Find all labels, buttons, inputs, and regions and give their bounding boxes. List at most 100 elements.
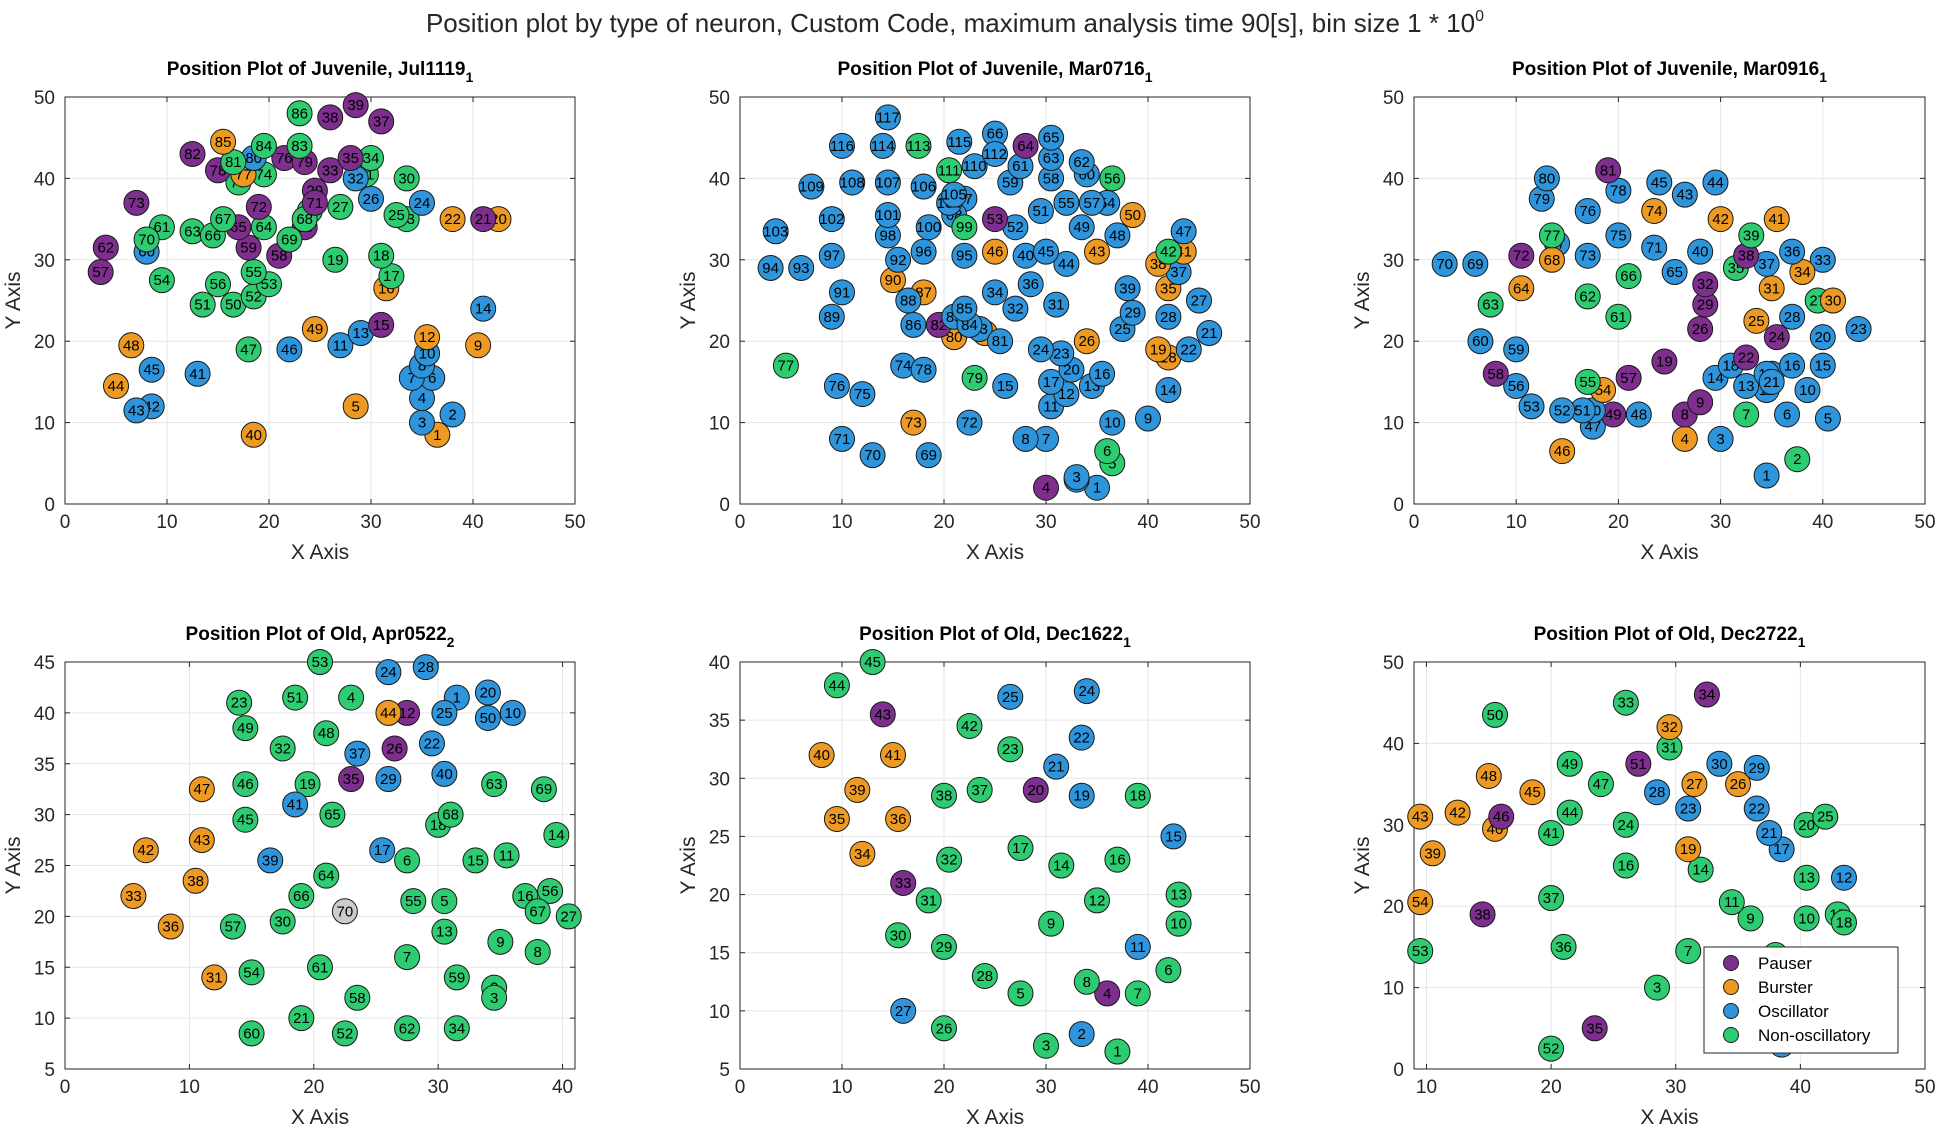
point-marker[interactable] [956, 712, 983, 739]
point-marker[interactable] [1007, 980, 1034, 1007]
point-marker[interactable] [1477, 291, 1504, 318]
point-marker[interactable] [859, 649, 886, 675]
point-marker[interactable] [915, 887, 942, 914]
point-marker[interactable] [1595, 157, 1622, 184]
point-marker[interactable] [885, 922, 912, 949]
point-marker[interactable] [1124, 782, 1151, 809]
point-marker[interactable] [1196, 320, 1223, 347]
point-marker[interactable] [905, 132, 932, 159]
point-marker[interactable] [818, 242, 845, 269]
point-marker[interactable] [132, 837, 159, 864]
point-marker[interactable] [788, 254, 815, 281]
point-marker[interactable] [1068, 214, 1095, 241]
point-marker[interactable] [276, 336, 303, 363]
point-marker[interactable] [530, 776, 557, 803]
point-marker[interactable] [1033, 474, 1059, 501]
point-marker[interactable] [381, 735, 408, 762]
point-marker[interactable] [250, 132, 277, 159]
point-marker[interactable] [915, 442, 942, 469]
point-marker[interactable] [1094, 980, 1121, 1007]
point-marker[interactable] [409, 189, 435, 216]
point-marker[interactable] [874, 202, 901, 229]
point-marker[interactable] [103, 372, 129, 399]
point-marker[interactable] [462, 847, 489, 874]
point-marker[interactable] [946, 128, 973, 155]
point-marker[interactable] [762, 218, 789, 245]
point-marker[interactable] [1078, 189, 1105, 216]
point-marker[interactable] [431, 760, 458, 787]
point-marker[interactable] [1763, 206, 1790, 233]
point-marker[interactable] [1687, 238, 1714, 265]
point-marker[interactable] [342, 92, 369, 119]
point-marker[interactable] [276, 226, 303, 253]
point-marker[interactable] [1809, 324, 1836, 351]
point-marker[interactable] [1774, 401, 1801, 428]
point-marker[interactable] [1574, 197, 1601, 224]
point-marker[interactable] [1155, 238, 1182, 265]
point-marker[interactable] [1407, 889, 1434, 916]
point-marker[interactable] [798, 173, 825, 200]
point-marker[interactable] [849, 381, 876, 408]
point-marker[interactable] [1574, 368, 1601, 395]
point-marker[interactable] [375, 699, 402, 726]
point-marker[interactable] [1820, 287, 1847, 314]
point-marker[interactable] [1135, 405, 1161, 432]
point-marker[interactable] [1784, 446, 1811, 473]
point-marker[interactable] [1519, 779, 1546, 806]
point-marker[interactable] [317, 104, 344, 131]
point-marker[interactable] [823, 672, 850, 699]
point-marker[interactable] [1743, 754, 1770, 781]
point-marker[interactable] [123, 189, 150, 216]
point-marker[interactable] [1186, 287, 1212, 314]
point-marker[interactable] [1503, 372, 1530, 399]
point-marker[interactable] [414, 324, 441, 351]
point-marker[interactable] [1779, 352, 1806, 379]
point-marker[interactable] [1779, 238, 1806, 265]
point-marker[interactable] [1038, 368, 1065, 395]
point-marker[interactable] [1012, 425, 1039, 452]
point-marker[interactable] [869, 132, 896, 159]
point-marker[interactable] [394, 1015, 421, 1042]
point-marker[interactable] [1574, 242, 1601, 269]
point-marker[interactable] [1671, 181, 1698, 208]
point-marker[interactable] [1503, 336, 1530, 363]
point-marker[interactable] [301, 189, 328, 216]
point-marker[interactable] [1053, 250, 1080, 277]
point-marker[interactable] [1155, 303, 1182, 330]
point-marker[interactable] [1687, 856, 1714, 883]
point-marker[interactable] [880, 742, 906, 769]
point-marker[interactable] [1068, 782, 1095, 809]
point-marker[interactable] [1675, 836, 1702, 863]
point-marker[interactable] [493, 842, 520, 869]
point-marker[interactable] [1625, 401, 1652, 428]
point-marker[interactable] [481, 771, 508, 798]
point-marker[interactable] [1738, 222, 1765, 249]
point-marker[interactable] [188, 776, 215, 803]
point-marker[interactable] [474, 704, 501, 731]
point-marker[interactable] [437, 801, 464, 828]
point-marker[interactable] [844, 776, 871, 803]
point-marker[interactable] [257, 847, 284, 874]
point-marker[interactable] [1488, 803, 1515, 830]
point-marker[interactable] [1612, 689, 1639, 716]
point-marker[interactable] [1518, 393, 1545, 420]
point-marker[interactable] [1625, 750, 1652, 777]
point-marker[interactable] [951, 295, 978, 322]
point-marker[interactable] [342, 393, 369, 420]
point-marker[interactable] [240, 421, 267, 448]
point-marker[interactable] [1043, 753, 1070, 780]
point-marker[interactable] [936, 846, 963, 873]
point-marker[interactable] [1104, 846, 1131, 873]
point-marker[interactable] [982, 140, 1008, 167]
point-marker[interactable] [1104, 1038, 1131, 1065]
point-marker[interactable] [900, 409, 927, 436]
point-marker[interactable] [232, 715, 259, 742]
point-marker[interactable] [1641, 197, 1668, 224]
point-marker[interactable] [1124, 980, 1151, 1007]
point-marker[interactable] [443, 964, 470, 991]
point-marker[interactable] [238, 959, 265, 986]
point-marker[interactable] [1733, 401, 1760, 428]
point-marker[interactable] [982, 238, 1008, 265]
point-marker[interactable] [1084, 887, 1110, 914]
point-marker[interactable] [282, 791, 309, 818]
